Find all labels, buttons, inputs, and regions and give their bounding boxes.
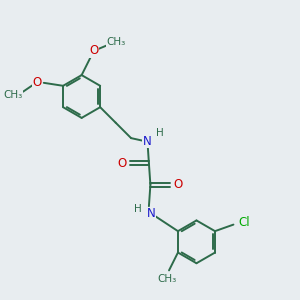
Text: N: N (147, 207, 156, 220)
Text: H: H (156, 128, 164, 138)
Text: O: O (32, 76, 42, 89)
Text: CH₃: CH₃ (106, 38, 125, 47)
Text: O: O (173, 178, 182, 191)
Text: Cl: Cl (238, 216, 250, 229)
Text: CH₃: CH₃ (157, 274, 176, 284)
Text: O: O (89, 44, 99, 57)
Text: CH₃: CH₃ (4, 90, 23, 100)
Text: O: O (117, 157, 126, 170)
Text: H: H (134, 204, 142, 214)
Text: N: N (143, 135, 152, 148)
